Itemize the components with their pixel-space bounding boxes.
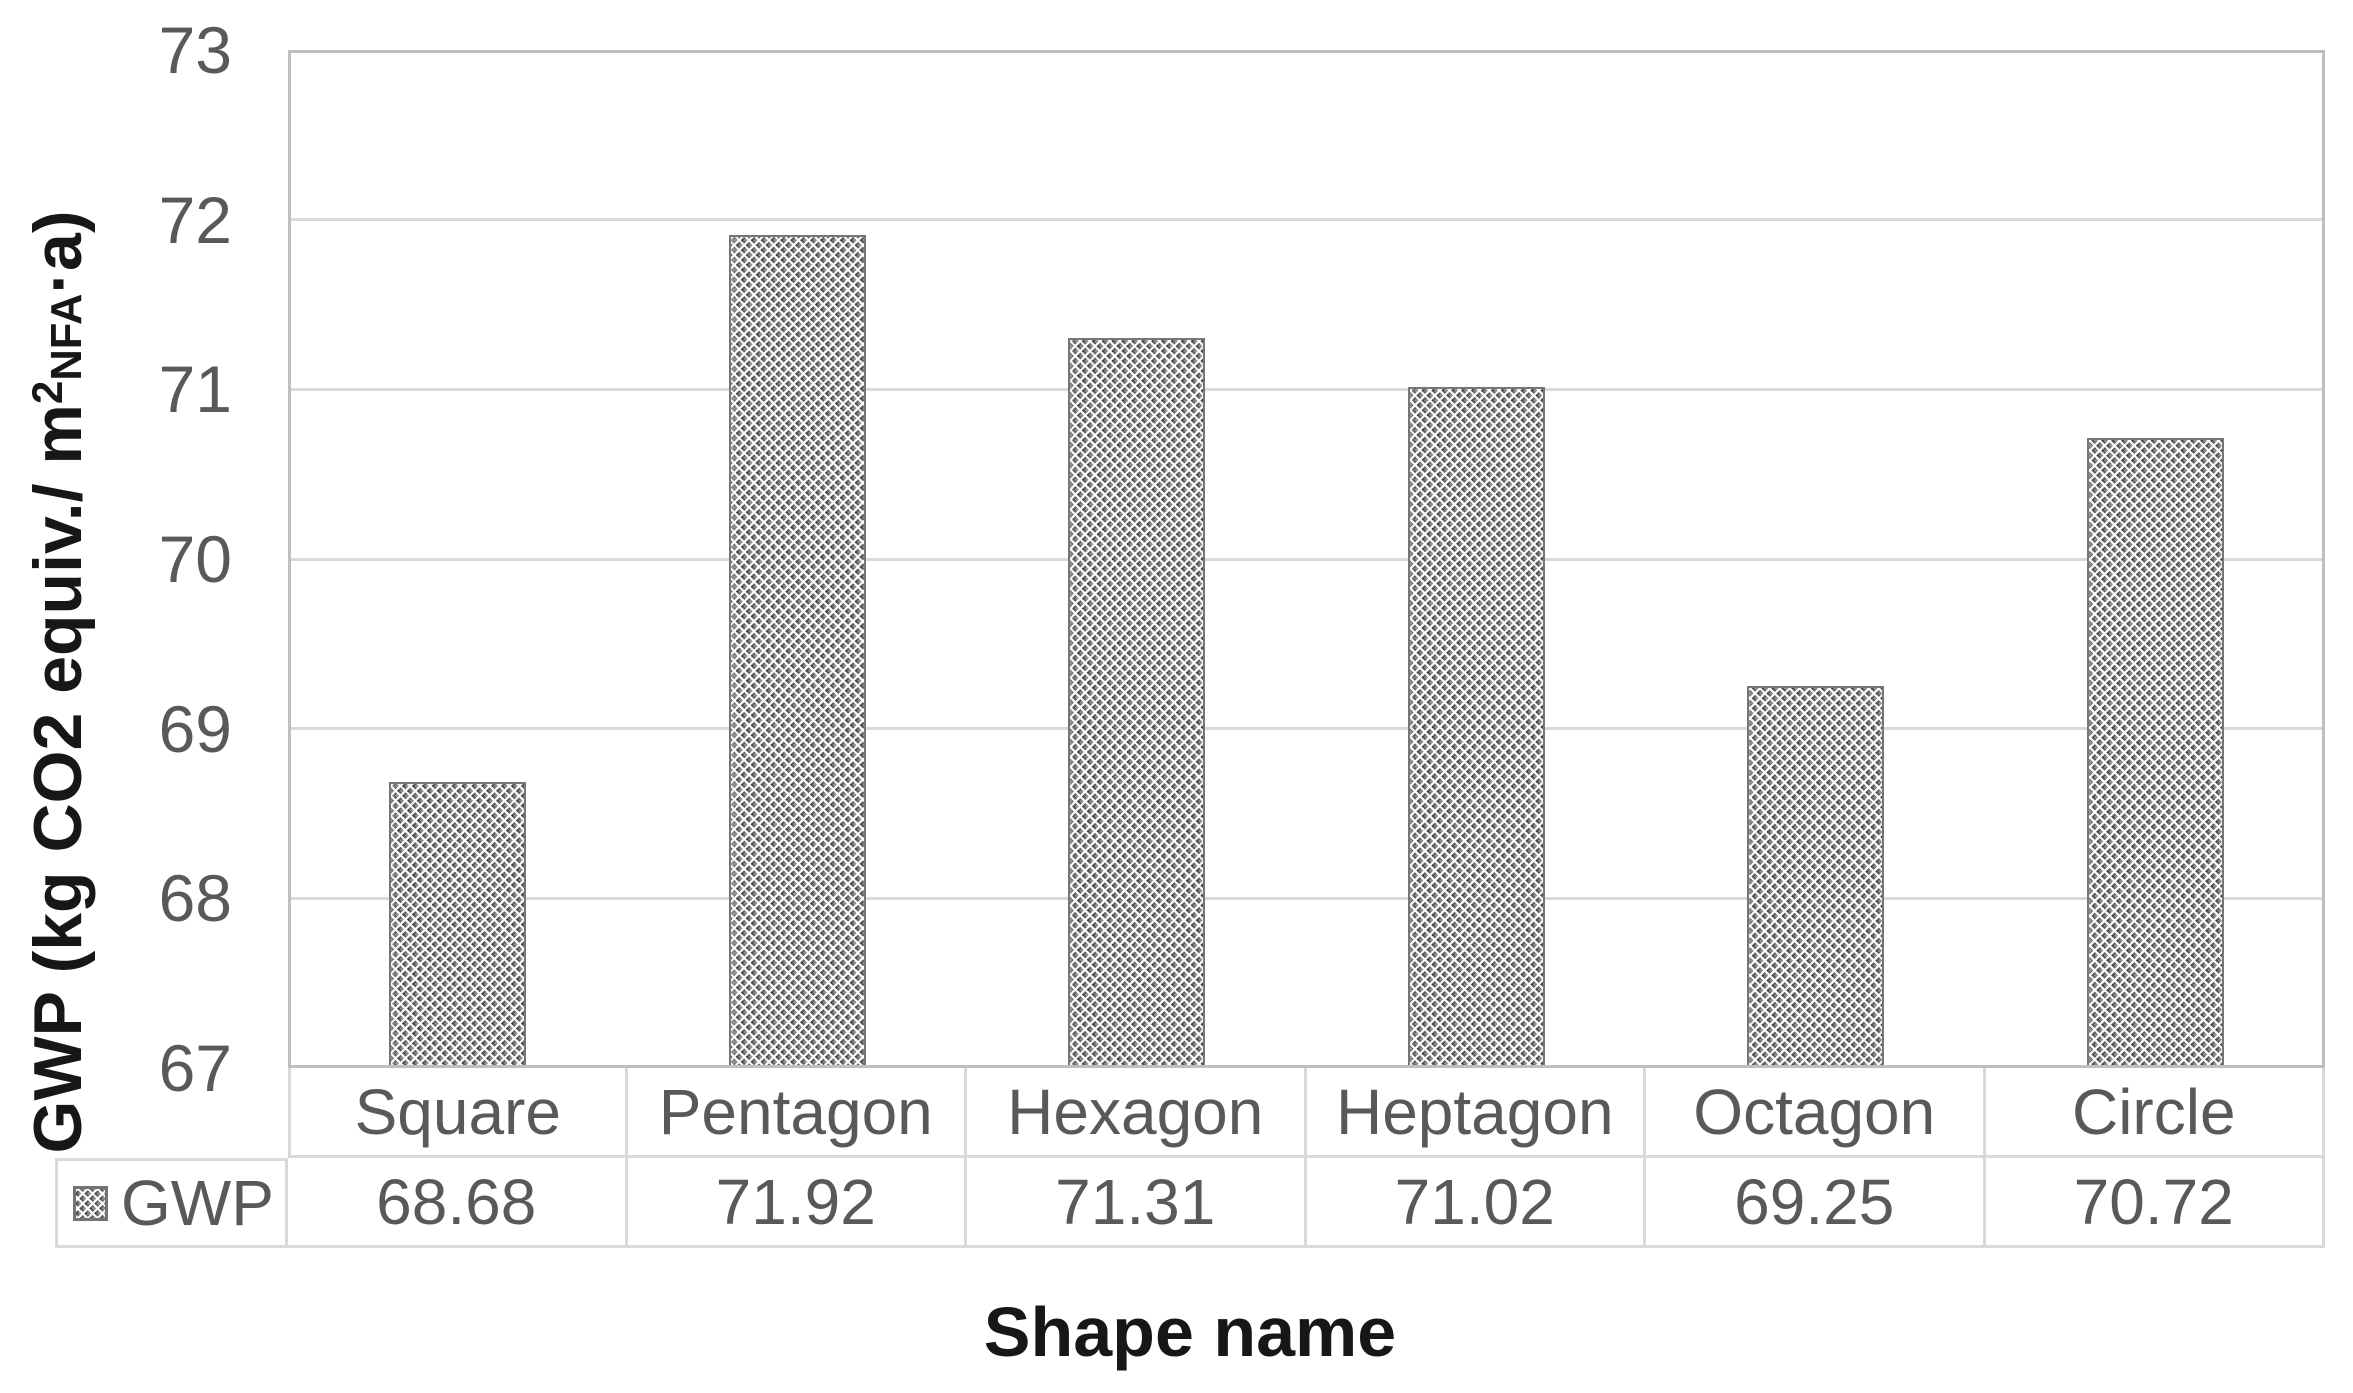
category-cell-hexagon: Hexagon [967,1068,1307,1158]
bar-circle [2086,437,2224,1065]
y-tick-label-70: 70 [158,522,232,596]
gridline-72 [291,218,2322,222]
bar-hexagon [1068,338,1206,1065]
gridline-70 [291,557,2322,561]
bar-octagon [1747,685,1885,1065]
value-cell-circle: 70.72 [1985,1158,2325,1248]
plot-area [288,50,2325,1068]
gridline-69 [291,727,2322,731]
value-cell-octagon: 69.25 [1646,1158,1986,1248]
y-tick-label-67: 67 [158,1031,232,1105]
legend-label: GWP [121,1167,274,1239]
value-cell-square: 68.68 [288,1158,628,1248]
bar-pentagon [728,235,866,1065]
bar-heptagon [1407,386,1545,1065]
y-tick-label-68: 68 [158,861,232,936]
category-cell-pentagon: Pentagon [627,1068,967,1158]
y-tick-label-73: 73 [158,13,232,87]
y-axis-title: GWP (kg CO2 equiv./ m2NFA·a) [19,211,97,1154]
category-cell-circle: Circle [1985,1068,2325,1158]
gridline-68 [291,896,2322,900]
gridline-71 [291,387,2322,391]
value-cell-pentagon: 71.92 [627,1158,967,1248]
legend-cell: GWP [55,1158,288,1248]
bar-square [389,781,527,1065]
value-cell-hexagon: 71.31 [967,1158,1307,1248]
legend-key-pattern-swatch [73,1185,108,1221]
category-cell-octagon: Octagon [1646,1068,1986,1158]
category-cell-square: Square [288,1068,628,1158]
y-tick-label-72: 72 [158,182,232,257]
y-tick-label-71: 71 [158,352,232,427]
data-table: Square 68.68 Pentagon 71.92 Hexagon 71.31 Hept… [55,1068,2325,1248]
category-cell-heptagon: Heptagon [1306,1068,1646,1158]
x-axis-title: Shape name [983,1293,1397,1371]
value-cell-heptagon: 71.02 [1306,1158,1646,1248]
y-tick-label-69: 69 [158,691,232,766]
